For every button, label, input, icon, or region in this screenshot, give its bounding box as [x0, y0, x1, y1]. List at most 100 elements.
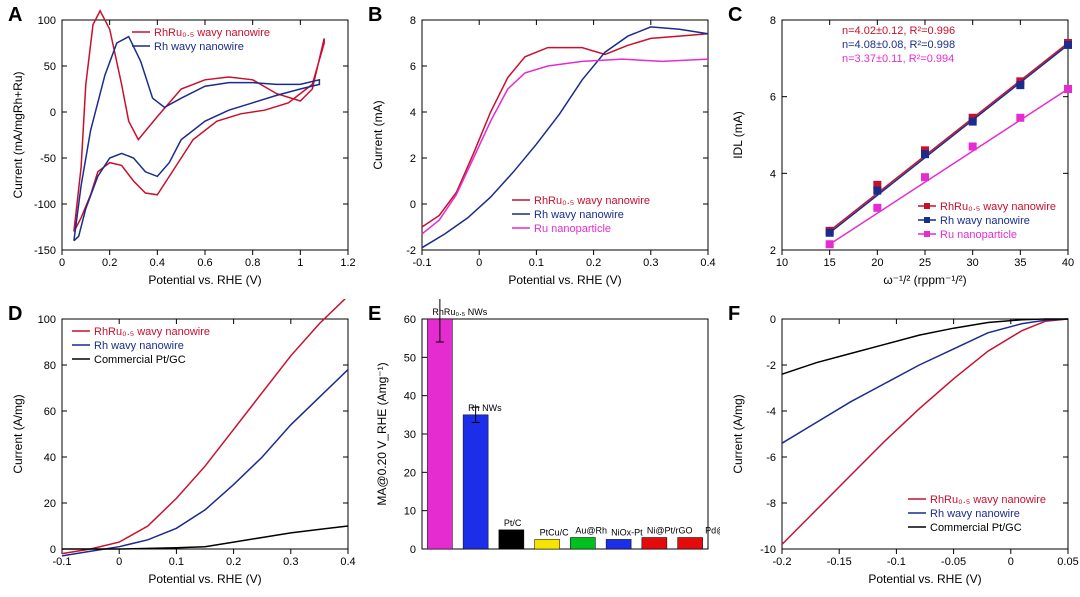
svg-text:-0.1: -0.1: [53, 556, 72, 568]
svg-text:Potential vs. RHE (V): Potential vs. RHE (V): [868, 572, 981, 586]
svg-text:6: 6: [770, 92, 776, 104]
svg-text:Current (A/mg): Current (A/mg): [11, 394, 25, 473]
svg-text:Potential vs. RHE (V): Potential vs. RHE (V): [148, 273, 261, 287]
svg-text:-2: -2: [766, 360, 776, 372]
svg-text:Pt/C: Pt/C: [504, 517, 522, 527]
svg-text:PtCu/C: PtCu/C: [540, 527, 570, 537]
svg-text:15: 15: [824, 257, 836, 269]
svg-text:0.1: 0.1: [169, 556, 184, 568]
svg-text:40: 40: [404, 390, 416, 402]
svg-text:0.1: 0.1: [529, 257, 544, 269]
svg-text:20: 20: [44, 498, 56, 510]
svg-text:Current (mA/mgRh+Ru): Current (mA/mgRh+Ru): [11, 71, 25, 198]
panel-d: D-0.100.10.20.30.4020406080100Potential …: [0, 299, 360, 597]
panel-label-e: E: [368, 303, 381, 326]
svg-text:Rh wavy nanowire: Rh wavy nanowire: [94, 340, 184, 352]
svg-text:30: 30: [967, 257, 979, 269]
panel-label-f: F: [728, 303, 740, 326]
svg-text:RhRu₀.₅ wavy nanowire: RhRu₀.₅ wavy nanowire: [94, 326, 210, 338]
svg-text:100: 100: [38, 314, 56, 326]
svg-text:60: 60: [44, 406, 56, 418]
svg-text:-0.1: -0.1: [413, 257, 432, 269]
svg-text:0: 0: [50, 544, 56, 556]
svg-text:25: 25: [919, 257, 931, 269]
svg-text:Rh wavy nanowire: Rh wavy nanowire: [940, 215, 1030, 227]
panel-label-d: D: [8, 303, 22, 326]
svg-text:60: 60: [404, 314, 416, 326]
svg-text:8: 8: [410, 15, 416, 27]
svg-text:Pd@Rh: Pd@Rh: [705, 525, 720, 535]
svg-text:Rh NWs: Rh NWs: [468, 402, 502, 412]
figure-grid: A00.20.40.60.811.2-150-100-50050100Poten…: [0, 0, 1080, 597]
svg-text:0.4: 0.4: [700, 257, 715, 269]
svg-text:40: 40: [44, 452, 56, 464]
svg-text:-0.2: -0.2: [773, 556, 792, 568]
svg-text:RhRu₀.₅ NWs: RhRu₀.₅ NWs: [432, 307, 487, 317]
svg-text:-0.1: -0.1: [887, 556, 906, 568]
svg-text:0: 0: [116, 556, 122, 568]
panel-e: E0102030405060MA@0.20 V_RHE (Amg⁻¹)RhRu₀…: [360, 299, 720, 597]
svg-text:35: 35: [1014, 257, 1026, 269]
svg-text:0.4: 0.4: [340, 556, 355, 568]
svg-text:Ni@Pt/rGO: Ni@Pt/rGO: [647, 525, 693, 535]
svg-text:Ru nanoparticle: Ru nanoparticle: [534, 223, 611, 235]
svg-text:n=3.37±0.11, R²=0.994: n=3.37±0.11, R²=0.994: [842, 53, 954, 65]
svg-text:n=4.02±0.12, R²=0.996: n=4.02±0.12, R²=0.996: [842, 25, 955, 37]
svg-text:0.2: 0.2: [102, 257, 117, 269]
svg-text:30: 30: [404, 429, 416, 441]
svg-text:20: 20: [404, 467, 416, 479]
svg-text:2: 2: [770, 245, 776, 257]
svg-text:1: 1: [297, 257, 303, 269]
svg-text:Commercial Pt/GC: Commercial Pt/GC: [94, 354, 186, 366]
svg-text:0.6: 0.6: [197, 257, 212, 269]
svg-text:0.4: 0.4: [150, 257, 165, 269]
svg-text:0.3: 0.3: [643, 257, 658, 269]
svg-text:MA@0.20 V_RHE (Amg⁻¹): MA@0.20 V_RHE (Amg⁻¹): [375, 362, 389, 505]
svg-text:-6: -6: [766, 452, 776, 464]
panel-label-a: A: [8, 4, 22, 27]
panel-b: B-0.100.10.20.30.4-202468Potential vs. R…: [360, 0, 720, 299]
svg-text:-50: -50: [40, 153, 56, 165]
svg-text:80: 80: [44, 360, 56, 372]
svg-text:Au@Rh: Au@Rh: [575, 525, 607, 535]
svg-text:-150: -150: [34, 245, 56, 257]
svg-text:0.8: 0.8: [245, 257, 260, 269]
svg-text:0: 0: [410, 199, 416, 211]
svg-text:0: 0: [59, 257, 65, 269]
svg-text:-0.05: -0.05: [941, 556, 966, 568]
svg-text:4: 4: [410, 107, 416, 119]
svg-text:Ru nanoparticle: Ru nanoparticle: [940, 229, 1017, 241]
svg-text:8: 8: [770, 15, 776, 27]
svg-text:0: 0: [476, 257, 482, 269]
svg-text:-100: -100: [34, 199, 56, 211]
svg-text:NiOx-Pt: NiOx-Pt: [611, 527, 643, 537]
svg-text:50: 50: [44, 61, 56, 73]
svg-text:0: 0: [410, 544, 416, 556]
svg-text:-2: -2: [406, 245, 416, 257]
svg-text:2: 2: [410, 153, 416, 165]
svg-text:RhRu₀.₅ wavy nanowire: RhRu₀.₅ wavy nanowire: [940, 201, 1056, 213]
svg-text:Rh wavy nanowire: Rh wavy nanowire: [534, 209, 624, 221]
svg-text:0: 0: [770, 314, 776, 326]
svg-text:n=4.08±0.08, R²=0.998: n=4.08±0.08, R²=0.998: [842, 39, 955, 51]
svg-text:Commercial Pt/GC: Commercial Pt/GC: [930, 522, 1022, 534]
svg-text:20: 20: [871, 257, 883, 269]
panel-f: F-0.2-0.15-0.1-0.0500.05-10-8-6-4-20Pote…: [720, 299, 1080, 597]
svg-text:Potential vs. RHE (V): Potential vs. RHE (V): [148, 572, 261, 586]
svg-text:-10: -10: [760, 544, 776, 556]
svg-text:0: 0: [50, 107, 56, 119]
panel-label-b: B: [368, 4, 382, 27]
svg-text:0.3: 0.3: [283, 556, 298, 568]
svg-text:1.2: 1.2: [340, 257, 355, 269]
svg-text:Rh wavy nanowire: Rh wavy nanowire: [930, 508, 1020, 520]
svg-text:0.2: 0.2: [226, 556, 241, 568]
svg-text:6: 6: [410, 61, 416, 73]
svg-text:RhRu₀.₅ wavy nanowire: RhRu₀.₅ wavy nanowire: [930, 494, 1046, 506]
svg-text:10: 10: [776, 257, 788, 269]
svg-text:0.05: 0.05: [1057, 556, 1078, 568]
svg-text:100: 100: [38, 15, 56, 27]
svg-text:Current (mA): Current (mA): [371, 100, 385, 169]
svg-text:IDL (mA): IDL (mA): [731, 111, 745, 159]
svg-text:Rh wavy nanowire: Rh wavy nanowire: [154, 41, 244, 53]
panel-a: A 0 0.2 0.4 0.6 0.8 1 1.2 -150 -100 -50 0 50 100 Poten…: [0, 0, 360, 299]
